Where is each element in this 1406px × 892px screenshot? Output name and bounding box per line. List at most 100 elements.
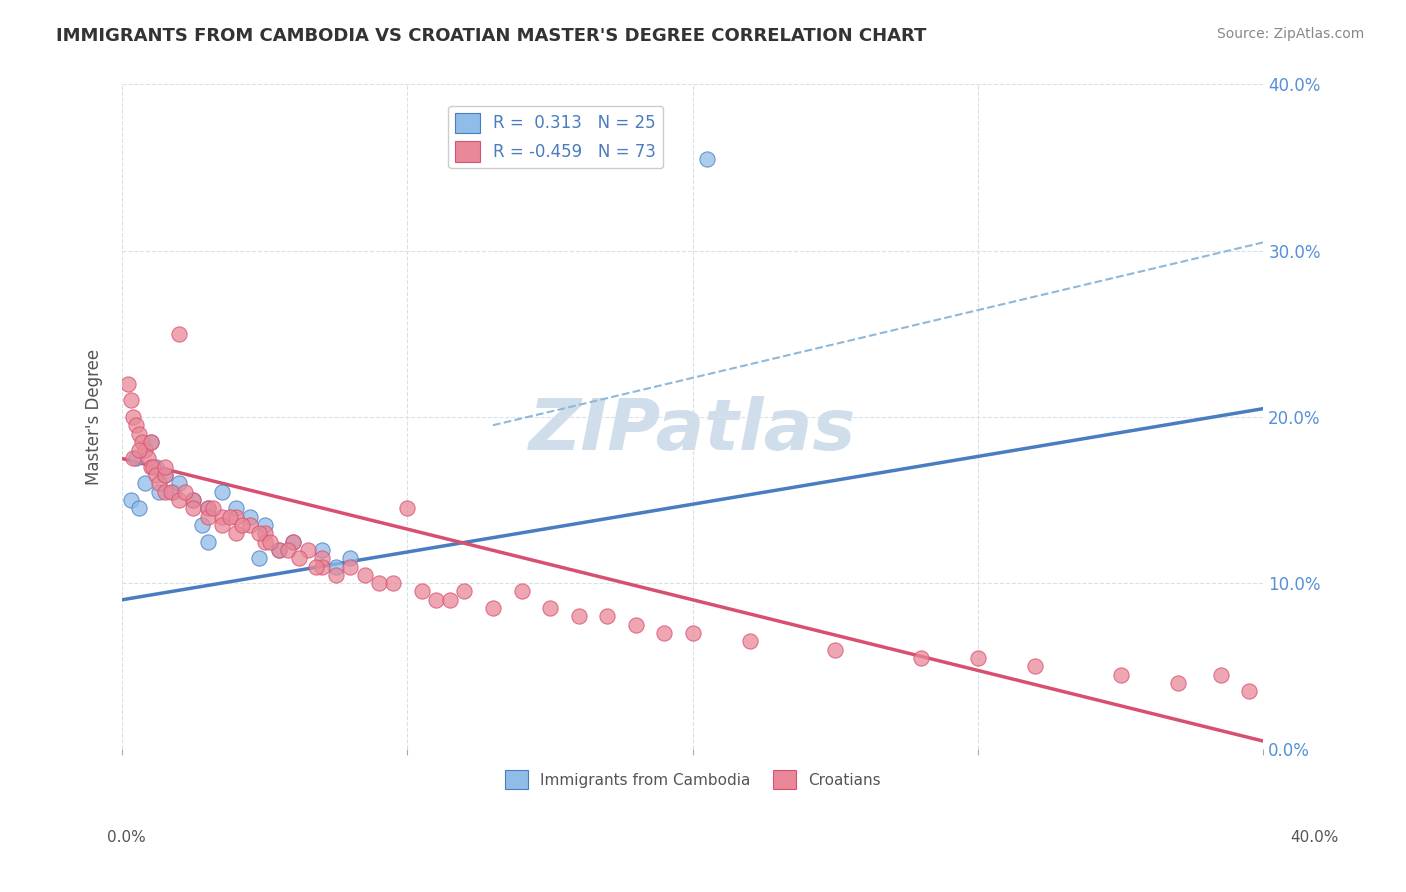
Point	[247, 551, 270, 566]
Point	[225, 526, 247, 541]
Point	[122, 451, 145, 466]
Point	[167, 493, 190, 508]
Point	[267, 543, 290, 558]
Point	[167, 326, 190, 341]
Point	[682, 626, 704, 640]
Text: 0.0%: 0.0%	[107, 830, 146, 845]
Point	[231, 518, 253, 533]
Point	[652, 626, 675, 640]
Point	[1167, 676, 1189, 690]
Point	[596, 609, 619, 624]
Point	[148, 476, 170, 491]
Point	[1024, 659, 1046, 673]
Point	[288, 551, 311, 566]
Point	[202, 501, 225, 516]
Point	[153, 468, 176, 483]
Point	[128, 426, 150, 441]
Point	[120, 393, 142, 408]
Point	[325, 567, 347, 582]
Point	[367, 576, 389, 591]
Point	[967, 651, 990, 665]
Legend: Immigrants from Cambodia, Croatians: Immigrants from Cambodia, Croatians	[499, 764, 887, 795]
Point	[696, 153, 718, 167]
Point	[183, 493, 205, 508]
Point	[134, 443, 156, 458]
Point	[139, 434, 162, 449]
Point	[120, 493, 142, 508]
Point	[142, 459, 165, 474]
Point	[183, 493, 205, 508]
Point	[1109, 667, 1132, 681]
Point	[259, 534, 281, 549]
Point	[211, 518, 233, 533]
Point	[162, 484, 184, 499]
Point	[139, 459, 162, 474]
Point	[1209, 667, 1232, 681]
Point	[139, 434, 162, 449]
Point	[283, 534, 305, 549]
Point	[183, 501, 205, 516]
Point	[253, 518, 276, 533]
Point	[153, 468, 176, 483]
Point	[339, 559, 361, 574]
Point	[311, 551, 333, 566]
Point	[134, 476, 156, 491]
Text: ZIPatlas: ZIPatlas	[529, 396, 856, 465]
Point	[122, 409, 145, 424]
Y-axis label: Master's Degree: Master's Degree	[86, 349, 103, 485]
Point	[148, 484, 170, 499]
Point	[145, 459, 167, 474]
Point	[225, 501, 247, 516]
Point	[567, 609, 589, 624]
Point	[396, 501, 419, 516]
Point	[411, 584, 433, 599]
Point	[153, 459, 176, 474]
Point	[538, 601, 561, 615]
Text: Source: ZipAtlas.com: Source: ZipAtlas.com	[1216, 27, 1364, 41]
Point	[136, 451, 159, 466]
Point	[128, 501, 150, 516]
Text: IMMIGRANTS FROM CAMBODIA VS CROATIAN MASTER'S DEGREE CORRELATION CHART: IMMIGRANTS FROM CAMBODIA VS CROATIAN MAS…	[56, 27, 927, 45]
Point	[425, 592, 447, 607]
Point	[197, 509, 219, 524]
Point	[482, 601, 505, 615]
Point	[125, 451, 148, 466]
Point	[197, 501, 219, 516]
Point	[211, 509, 233, 524]
Point	[225, 509, 247, 524]
Point	[311, 543, 333, 558]
Point	[824, 642, 846, 657]
Point	[738, 634, 761, 648]
Point	[311, 559, 333, 574]
Point	[339, 551, 361, 566]
Point	[167, 476, 190, 491]
Point	[239, 509, 262, 524]
Point	[382, 576, 405, 591]
Point	[197, 534, 219, 549]
Point	[197, 501, 219, 516]
Point	[325, 559, 347, 574]
Point	[267, 543, 290, 558]
Point	[910, 651, 932, 665]
Point	[283, 534, 305, 549]
Point	[191, 518, 214, 533]
Point	[219, 509, 242, 524]
Point	[353, 567, 375, 582]
Point	[211, 484, 233, 499]
Point	[247, 526, 270, 541]
Point	[253, 534, 276, 549]
Point	[277, 543, 299, 558]
Point	[173, 484, 195, 499]
Point	[117, 376, 139, 391]
Point	[624, 617, 647, 632]
Text: 40.0%: 40.0%	[1291, 830, 1339, 845]
Point	[131, 434, 153, 449]
Point	[439, 592, 461, 607]
Point	[453, 584, 475, 599]
Point	[510, 584, 533, 599]
Point	[305, 559, 328, 574]
Point	[128, 443, 150, 458]
Point	[145, 468, 167, 483]
Point	[153, 484, 176, 499]
Point	[1237, 684, 1260, 698]
